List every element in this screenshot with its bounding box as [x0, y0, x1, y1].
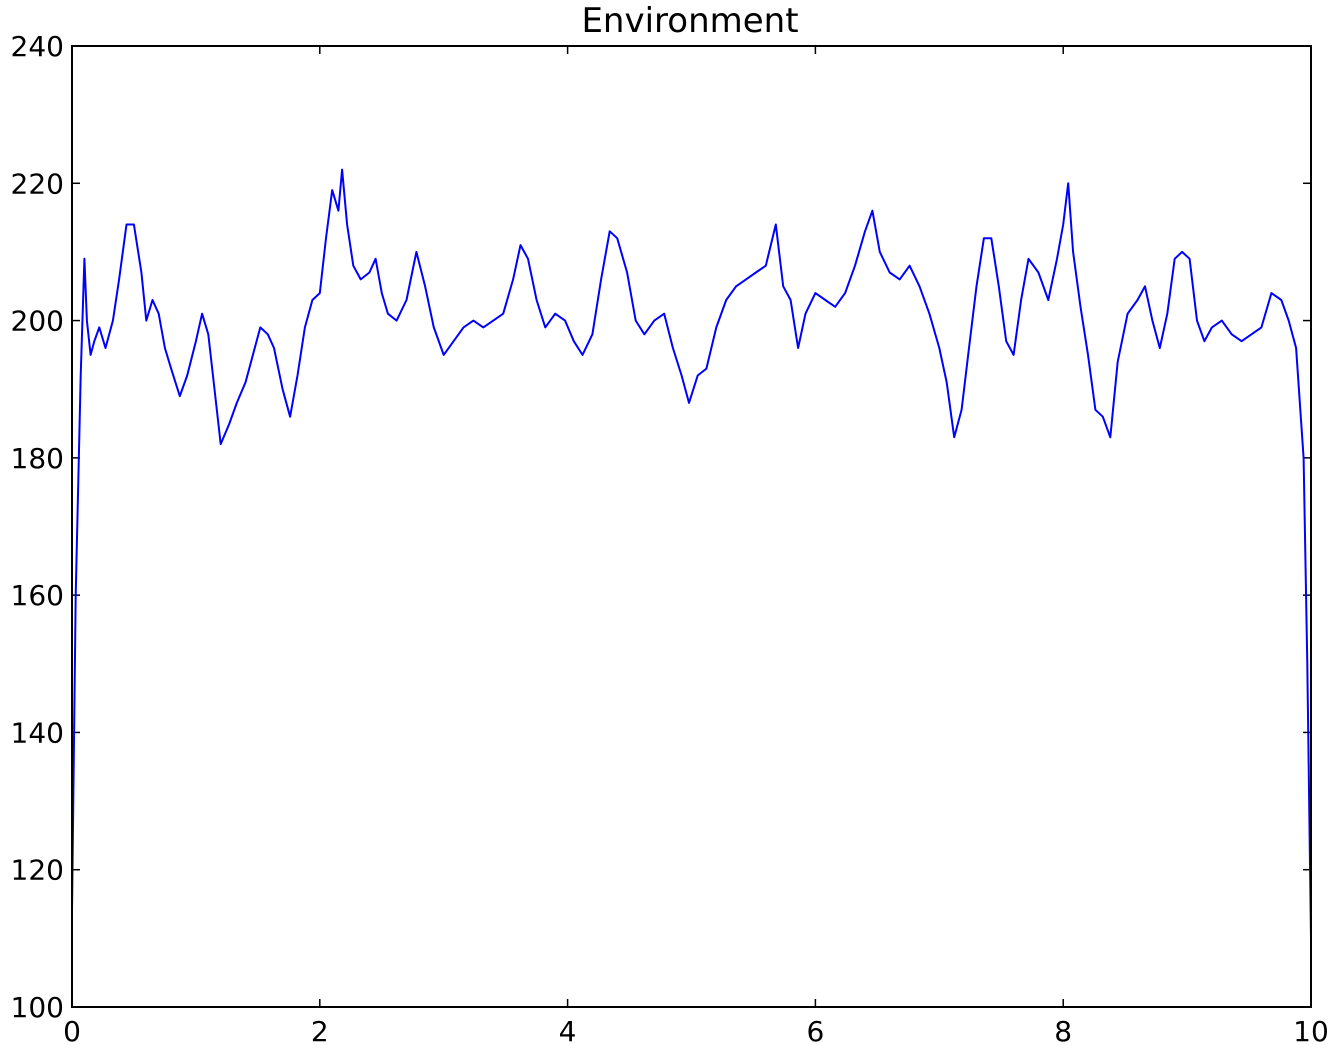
plot-frame	[71, 45, 1312, 1008]
y-tick-label: 220	[11, 167, 64, 200]
plot-area	[72, 46, 1311, 1007]
x-tick-label: 6	[806, 1015, 824, 1045]
tick-labels: 0 2 4 6 8 10 100 120 140 160 180 200 220 240	[11, 30, 1329, 1045]
x-tick-label: 4	[559, 1015, 577, 1045]
x-tick-label: 10	[1293, 1015, 1329, 1045]
y-tick-label: 160	[11, 579, 64, 612]
y-tick-label: 200	[11, 305, 64, 338]
y-tick-label: 240	[11, 30, 64, 63]
y-tick-label: 140	[11, 716, 64, 749]
chart-title: Environment	[581, 1, 798, 41]
series-line	[71, 168, 1312, 939]
x-tick-label: 2	[311, 1015, 329, 1045]
y-tick-label: 180	[11, 442, 64, 475]
x-tick-label: 0	[63, 1015, 81, 1045]
series-layer	[71, 168, 1312, 939]
y-tick-label: 100	[11, 991, 64, 1024]
y-tick-label: 120	[11, 854, 64, 887]
x-tick-label: 8	[1054, 1015, 1072, 1045]
